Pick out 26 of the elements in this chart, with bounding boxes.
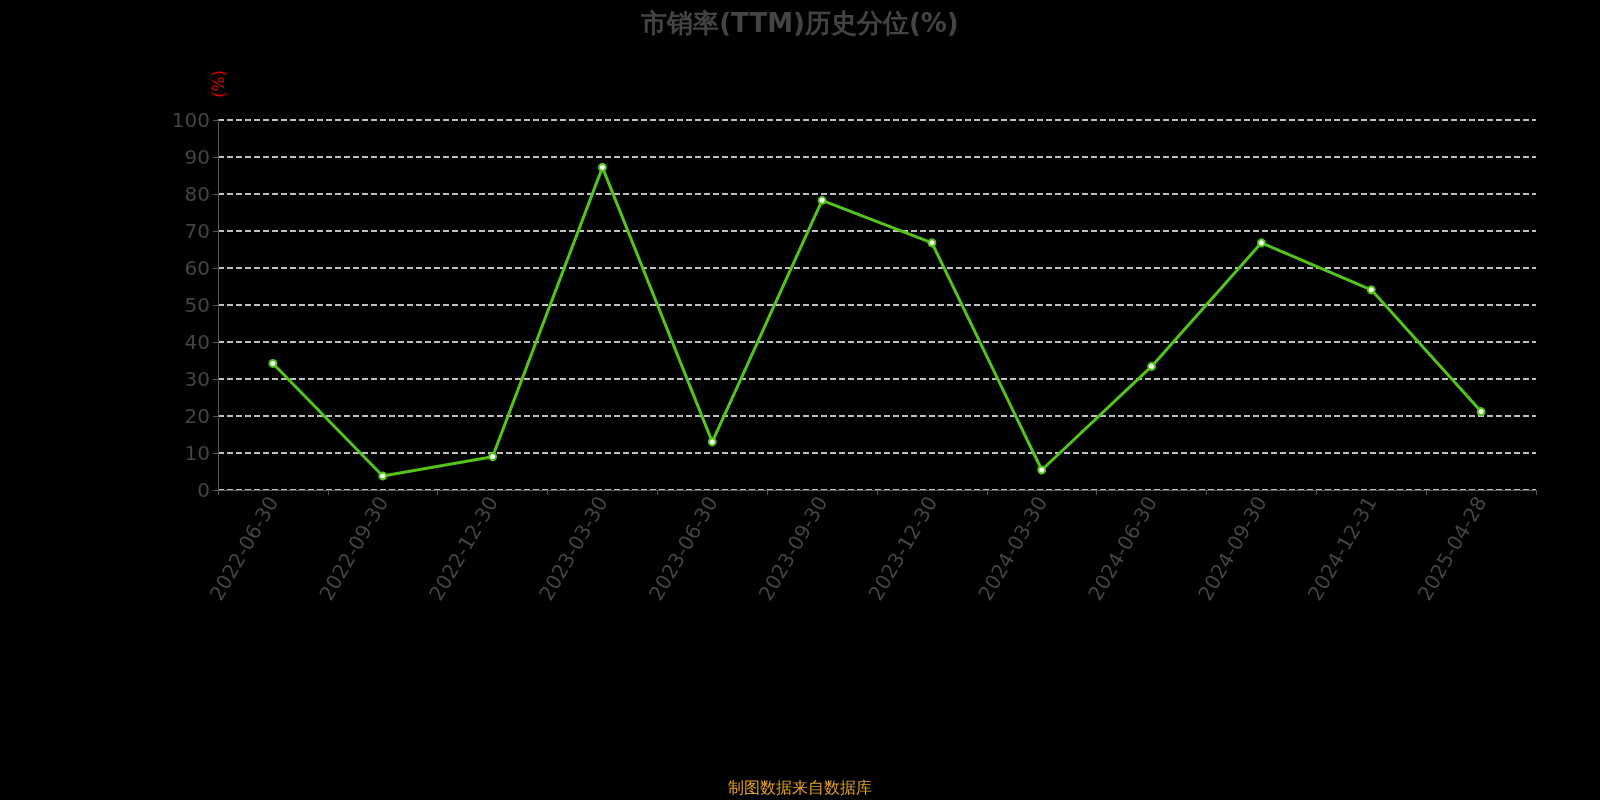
point (1037, 465, 1047, 475)
y-tick-label: 100 (171, 108, 210, 132)
chart-title: 市销率(TTM)历史分位(%) (640, 8, 959, 38)
y-tick-label: 40 (184, 330, 210, 354)
point (1366, 285, 1376, 295)
y-tick-label: 30 (184, 367, 210, 391)
text: 制图数据来自数据库 (728, 777, 872, 797)
y-tick-label: 80 (184, 182, 210, 206)
point (597, 162, 607, 172)
y-tick-label: 50 (184, 293, 210, 317)
point (378, 471, 388, 481)
y-tick-label: 0 (197, 478, 210, 502)
y-tick-label: 70 (184, 219, 210, 243)
y-tick-label: 90 (184, 145, 210, 169)
point (1256, 238, 1266, 248)
point (707, 437, 717, 447)
point (817, 195, 827, 205)
point (268, 358, 278, 368)
point (927, 238, 937, 248)
point (1147, 361, 1157, 371)
point (488, 452, 498, 462)
y-tick-label: 60 (184, 256, 210, 280)
y-tick-label: 10 (184, 441, 210, 465)
point (1476, 407, 1486, 417)
y-axis-title: (%) (208, 70, 228, 98)
y-tick-label: 20 (184, 404, 210, 428)
